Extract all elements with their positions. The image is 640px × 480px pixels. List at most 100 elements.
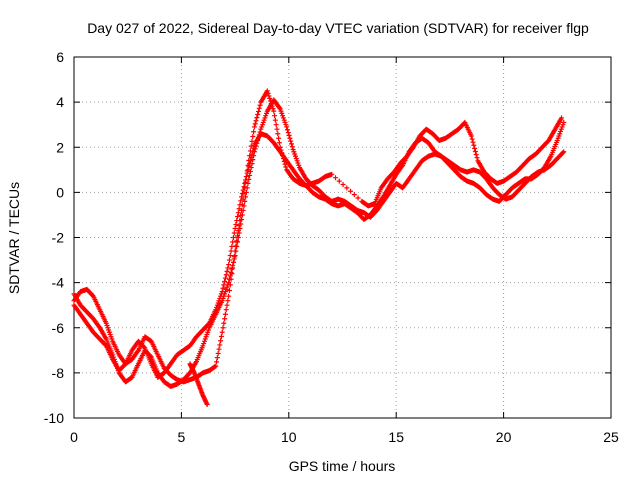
- chart-title: Day 027 of 2022, Sidereal Day-to-day VTE…: [87, 20, 589, 36]
- data-point-interp: [283, 164, 289, 170]
- data-point-interp: [272, 113, 278, 119]
- data-point-interp: [235, 210, 241, 216]
- data-point-interp: [224, 302, 230, 308]
- data-point-interp: [284, 127, 290, 133]
- data-point-interp: [344, 185, 350, 191]
- data-point-interp: [243, 179, 249, 185]
- data-point: [219, 329, 225, 335]
- data-point-interp: [280, 153, 286, 159]
- data-point-interp: [230, 265, 236, 271]
- data-point-interp: [249, 138, 255, 144]
- data-point-interp: [228, 269, 234, 275]
- data-point-interp: [218, 333, 224, 339]
- y-tick-label: -6: [52, 320, 65, 336]
- data-point-interp: [102, 342, 108, 348]
- data-point: [329, 171, 335, 177]
- data-point-interp: [242, 185, 248, 191]
- data-point-interp: [282, 161, 288, 167]
- data-point: [226, 293, 232, 299]
- data-point-interp: [253, 118, 259, 124]
- data-point-interp: [231, 230, 237, 236]
- data-point: [232, 225, 238, 231]
- data-point-interp: [224, 268, 230, 274]
- data-point-interp: [288, 141, 294, 147]
- data-point-interp: [216, 346, 222, 352]
- data-point-interp: [278, 147, 284, 153]
- data-point-interp: [237, 218, 243, 224]
- axis-ticks: [73, 56, 612, 419]
- data-point-interp: [471, 142, 477, 148]
- data-point-interp: [252, 121, 258, 127]
- data-point-interp: [348, 188, 354, 194]
- data-point-interp: [470, 139, 476, 145]
- x-tick-label: 10: [281, 429, 297, 445]
- data-point: [468, 133, 474, 139]
- y-tick-label: 2: [56, 139, 64, 155]
- data-point: [561, 119, 567, 125]
- data-point-interp: [266, 93, 272, 99]
- data-point-interp: [234, 238, 240, 244]
- data-point-interp: [222, 311, 228, 317]
- x-tick-label: 25: [603, 429, 619, 445]
- data-points: [71, 88, 567, 407]
- data-point-interp: [474, 155, 480, 161]
- data-point-interp: [222, 316, 228, 322]
- data-point-interp: [225, 265, 231, 271]
- data-point-interp: [472, 145, 478, 151]
- data-point-interp: [214, 359, 220, 365]
- data-point-interp: [256, 105, 262, 111]
- data-point-interp: [473, 152, 479, 158]
- data-point-interp: [355, 195, 361, 201]
- data-point: [271, 108, 277, 114]
- data-point: [277, 144, 283, 150]
- data-point-interp: [235, 214, 241, 220]
- data-point: [232, 253, 238, 259]
- data-point: [245, 162, 251, 168]
- data-point-interp: [206, 321, 212, 327]
- data-point: [561, 149, 567, 155]
- data-point-interp: [340, 181, 346, 187]
- data-point: [284, 124, 290, 130]
- data-point-interp: [235, 233, 241, 239]
- data-point-interp: [286, 132, 292, 138]
- data-point-interp: [240, 196, 246, 202]
- data-point-interp: [220, 325, 226, 331]
- data-point: [219, 289, 225, 295]
- series-track-c: [71, 88, 565, 385]
- data-point-interp: [241, 191, 247, 197]
- data-point-interp: [233, 222, 239, 228]
- x-tick-labels: 0 5 10 15 20 25: [70, 429, 619, 445]
- data-point-interp: [281, 158, 287, 164]
- data-point-interp: [255, 112, 261, 118]
- y-tick-label: -4: [52, 275, 65, 291]
- data-point-interp: [285, 130, 291, 136]
- data-point-interp: [257, 102, 263, 108]
- data-point-interp: [269, 103, 275, 109]
- data-point-interp: [230, 259, 236, 265]
- data-point-interp: [268, 98, 274, 104]
- x-axis-label: GPS time / hours: [289, 458, 396, 474]
- data-point-interp: [273, 122, 279, 128]
- data-point-interp: [218, 338, 224, 344]
- data-point: [239, 207, 245, 213]
- data-point-interp: [351, 192, 357, 198]
- data-point-interp: [242, 180, 248, 186]
- data-point-interp: [228, 276, 234, 282]
- data-point: [559, 115, 565, 121]
- data-point-interp: [272, 117, 278, 123]
- data-point-interp: [225, 298, 231, 304]
- data-point-interp: [280, 156, 286, 162]
- data-point: [226, 262, 232, 268]
- data-point-interp: [243, 174, 249, 180]
- x-tick-label: 15: [388, 429, 404, 445]
- data-point: [264, 88, 270, 94]
- data-point-interp: [215, 350, 221, 356]
- data-point-interp: [222, 278, 228, 284]
- data-point-interp: [238, 213, 244, 219]
- data-point-interp: [223, 272, 229, 278]
- data-point-interp: [254, 115, 260, 121]
- data-point-interp: [279, 150, 285, 156]
- data-point: [213, 363, 219, 369]
- data-point-interp: [223, 307, 229, 313]
- data-point-interp: [255, 108, 261, 114]
